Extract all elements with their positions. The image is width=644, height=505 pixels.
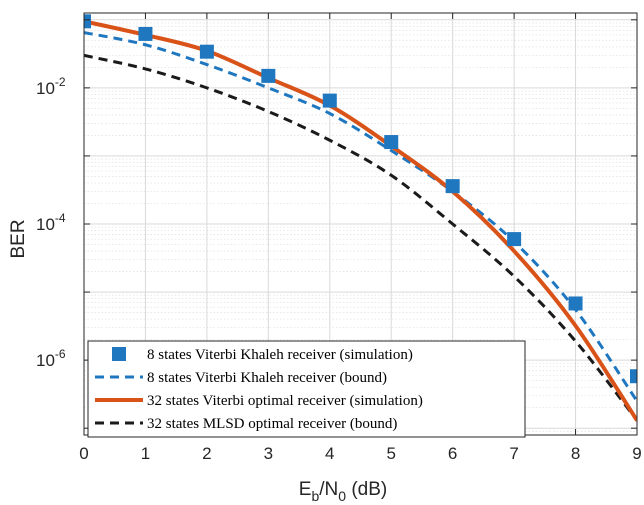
data-point-square bbox=[138, 26, 153, 41]
y-axis-label: BER bbox=[8, 219, 29, 258]
data-point-square bbox=[630, 369, 637, 384]
legend-label: 8 states Viterbi Khaleh receiver (simula… bbox=[147, 347, 413, 363]
x-tick-label: 9 bbox=[632, 444, 641, 463]
data-point-square bbox=[261, 68, 276, 83]
legend-label: 32 states Viterbi optimal receiver (simu… bbox=[147, 393, 423, 409]
x-tick-label: 6 bbox=[448, 444, 457, 463]
data-point-square bbox=[199, 44, 214, 59]
x-tick-label: 8 bbox=[571, 444, 580, 463]
x-tick-label: 1 bbox=[141, 444, 150, 463]
legend-label: 32 states MLSD optimal receiver (bound) bbox=[147, 416, 397, 432]
x-tick-label: 2 bbox=[202, 444, 211, 463]
series-layer bbox=[84, 14, 637, 422]
data-point-square bbox=[445, 179, 460, 194]
x-tick-label: 4 bbox=[325, 444, 334, 463]
y-tick-label: 10-6 bbox=[36, 347, 66, 370]
x-axis-label: Eb/N0 (dB) bbox=[299, 479, 387, 504]
data-point-square bbox=[568, 296, 583, 311]
ticks-layer: 0 1 2 3 4 5 6 7 8 9 10-2 10-4 10-6 bbox=[36, 13, 642, 463]
series-line bbox=[84, 31, 637, 402]
series-line bbox=[84, 19, 637, 422]
x-tick-label: 0 bbox=[79, 444, 88, 463]
legend-box bbox=[87, 340, 526, 438]
x-tick-label: 5 bbox=[386, 444, 395, 463]
data-point-square bbox=[507, 232, 522, 247]
data-point-square bbox=[84, 14, 91, 29]
x-tick-label: 7 bbox=[509, 444, 518, 463]
data-point-square bbox=[322, 93, 337, 108]
data-point-square bbox=[384, 135, 399, 150]
x-tick-label: 3 bbox=[264, 444, 273, 463]
y-tick-label: 10-2 bbox=[36, 75, 66, 98]
legend-marker-square bbox=[112, 347, 126, 361]
y-tick-label: 10-4 bbox=[36, 211, 66, 234]
legend: 8 states Viterbi Khaleh receiver (simula… bbox=[87, 340, 526, 438]
legend-label: 8 states Viterbi Khaleh receiver (bound) bbox=[147, 370, 387, 386]
